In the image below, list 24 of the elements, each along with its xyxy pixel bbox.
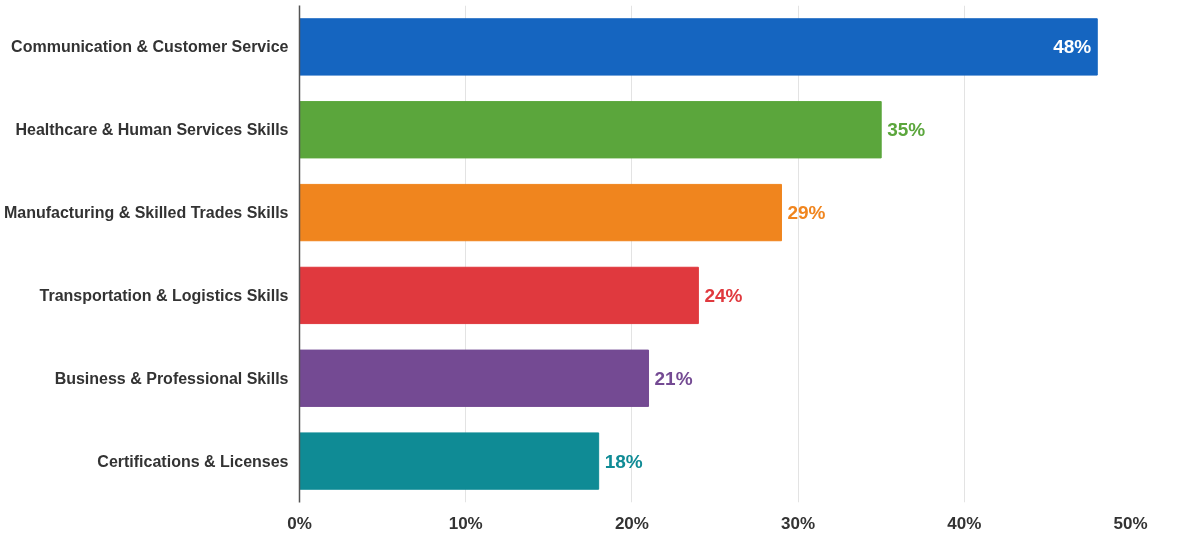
y-tick-label: Transportation & Logistics Skills xyxy=(39,286,289,304)
x-tick-label: 10% xyxy=(448,513,483,533)
bar xyxy=(299,432,600,490)
y-tick-label: Healthcare & Human Services Skills xyxy=(15,121,289,139)
y-tick-label: Communication & Customer Service xyxy=(11,38,289,56)
x-tick-label: 30% xyxy=(781,513,816,533)
x-tick-label: 0% xyxy=(287,513,312,533)
y-tick-label: Business & Professional Skills xyxy=(54,369,289,387)
data-label: 24% xyxy=(704,284,743,306)
x-tick-label: 40% xyxy=(947,513,982,533)
x-tick-label: 50% xyxy=(1113,513,1148,533)
bar xyxy=(299,266,699,325)
bar xyxy=(299,349,650,407)
bar xyxy=(299,101,882,159)
y-tick-label: Certifications & Licenses xyxy=(97,452,289,470)
bar xyxy=(299,183,782,242)
data-label: 21% xyxy=(654,367,693,389)
data-label: 18% xyxy=(604,450,643,472)
y-tick-label: Manufacturing & Skilled Trades Skills xyxy=(3,204,289,222)
data-label: 29% xyxy=(787,202,826,224)
x-tick-label: 20% xyxy=(614,513,649,533)
data-label: 35% xyxy=(887,119,926,141)
bar xyxy=(299,18,1098,76)
data-label: 48% xyxy=(1053,36,1092,58)
